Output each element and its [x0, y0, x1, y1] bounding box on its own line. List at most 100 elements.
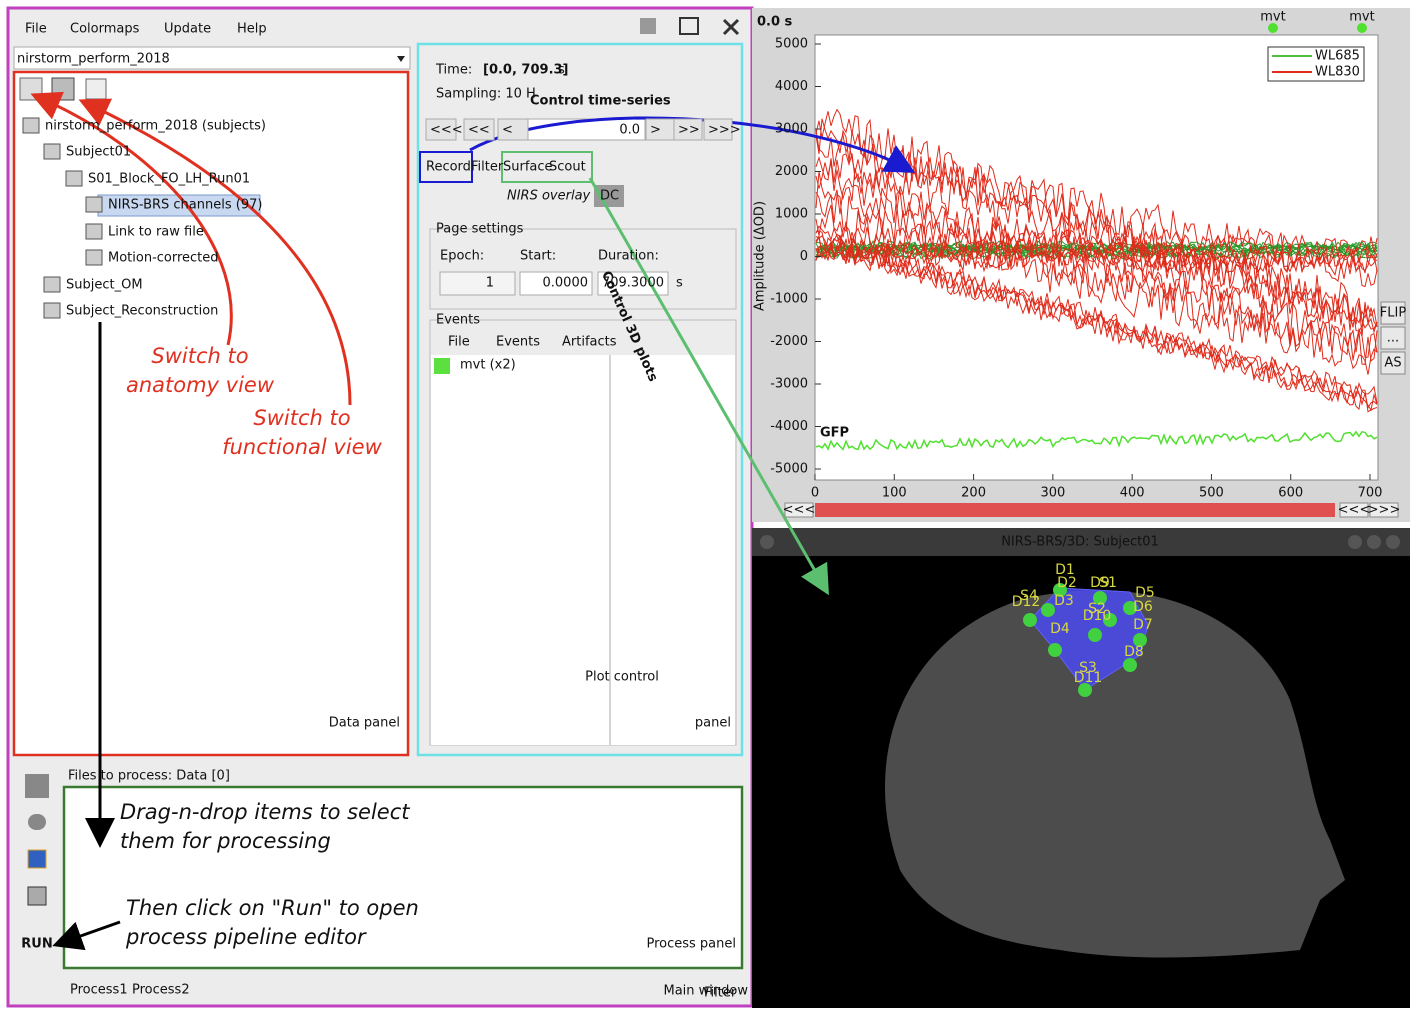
scroll-button-label[interactable]: <<<: [1338, 503, 1371, 518]
side-button[interactable]: [1380, 326, 1406, 350]
nav-button-label[interactable]: <: [502, 123, 513, 138]
y-tick-label: -3000: [770, 377, 808, 392]
tree-icon: [85, 196, 103, 213]
legend-entry: WL685: [1315, 49, 1360, 64]
tab[interactable]: Surface: [503, 160, 553, 175]
layout-button[interactable]: [679, 17, 699, 35]
protocol-dropdown[interactable]: [13, 46, 411, 70]
x-tick-label: 100: [882, 486, 907, 501]
tab[interactable]: Process2: [132, 983, 190, 998]
icon: [640, 18, 656, 34]
annotation: process pipeline editor: [125, 925, 367, 949]
event-label: mvt: [1260, 10, 1285, 25]
scrollbar[interactable]: [815, 503, 1335, 517]
y-tick-label: -1000: [770, 292, 808, 307]
dc-button[interactable]: [594, 185, 624, 207]
tree-item[interactable]: nirstorm_perform_2018 (subjects): [45, 119, 266, 134]
tab[interactable]: Process1: [70, 983, 128, 998]
trace: [815, 236, 1378, 269]
3d-tab-highlight: [501, 151, 593, 183]
window-button[interactable]: [1348, 535, 1362, 549]
button-label[interactable]: DC: [600, 189, 619, 204]
functional-view-button[interactable]: [51, 77, 75, 101]
process-icon[interactable]: [28, 814, 46, 830]
run-button[interactable]: RUN: [21, 937, 52, 952]
annotation: anatomy view: [126, 373, 275, 397]
tree-item[interactable]: Motion-corrected: [108, 251, 219, 266]
arrow: [588, 177, 829, 596]
optode-label: D10: [1083, 608, 1112, 624]
nav-button[interactable]: [703, 118, 733, 141]
label: Sampling: 10 H: [436, 87, 536, 102]
nav-button-label[interactable]: <<<: [430, 123, 463, 138]
optode-label: D11: [1074, 670, 1103, 686]
y-tick-label: 2000: [775, 164, 808, 179]
label: Filter: [704, 986, 737, 1001]
tree-item[interactable]: NIRS-BRS channels (97): [108, 198, 262, 213]
tree-item[interactable]: S01_Block_FO_LH_Run01: [88, 172, 250, 187]
tab[interactable]: Record: [426, 160, 471, 175]
side-button[interactable]: [1380, 301, 1406, 325]
optode: [1123, 658, 1137, 672]
menu-item[interactable]: File: [25, 22, 47, 37]
label: Files to process: Data [0]: [68, 769, 230, 784]
nav-button-label[interactable]: >: [650, 123, 661, 138]
nav-button-label[interactable]: <<: [468, 123, 490, 138]
tab[interactable]: Scout: [549, 160, 586, 175]
duration-field[interactable]: [597, 271, 669, 296]
annotation: functional view: [222, 435, 382, 459]
process-panel: [62, 785, 744, 970]
process-icon[interactable]: [27, 886, 47, 906]
window-button[interactable]: [1367, 535, 1381, 549]
y-tick-label: 3000: [775, 122, 808, 137]
optode: [1041, 603, 1055, 617]
start-field[interactable]: [519, 271, 593, 296]
tree-icon: [22, 117, 40, 134]
menu-item[interactable]: Update: [164, 22, 211, 37]
process-icon[interactable]: [25, 774, 49, 798]
epoch-field[interactable]: [439, 271, 516, 296]
trace: [815, 247, 1378, 258]
view-button[interactable]: [85, 78, 107, 100]
optode: [1088, 628, 1102, 642]
scroll-button[interactable]: [1339, 502, 1369, 518]
menu-item[interactable]: Colormaps: [70, 22, 140, 37]
scroll-button-label[interactable]: >>>: [1368, 503, 1401, 518]
tree-icon: [43, 143, 61, 160]
event-menu[interactable]: Artifacts: [562, 335, 617, 350]
close-button[interactable]: [722, 18, 740, 36]
menu-item[interactable]: Help: [237, 22, 267, 37]
tree-item[interactable]: Subject_OM: [66, 278, 143, 293]
nav-button[interactable]: [463, 118, 495, 141]
nav-button-label[interactable]: >>>: [708, 123, 741, 138]
x-tick-label: 700: [1358, 486, 1383, 501]
y-tick-label: 0: [800, 249, 808, 264]
tab[interactable]: Filter: [471, 160, 504, 175]
nav-button[interactable]: [673, 118, 703, 141]
nav-button[interactable]: [497, 118, 529, 141]
side-button[interactable]: [1380, 351, 1406, 375]
side-button-label[interactable]: FLIP: [1380, 306, 1407, 321]
side-button-label[interactable]: ...: [1387, 331, 1399, 346]
event-menu[interactable]: File: [448, 335, 470, 350]
window-button[interactable]: [1386, 535, 1400, 549]
optode-label: S3: [1079, 660, 1097, 676]
field-value: 709.3000: [602, 276, 664, 291]
event-item[interactable]: mvt (x2): [460, 358, 516, 373]
nav-button[interactable]: [425, 118, 457, 141]
tree-item[interactable]: Link to raw file: [108, 225, 204, 240]
scroll-button[interactable]: [1369, 502, 1399, 518]
tree-item[interactable]: Subject_Reconstruction: [66, 304, 218, 319]
scroll-button-label[interactable]: <<<: [783, 503, 816, 518]
annotation: Plot control: [585, 670, 659, 685]
window-button[interactable]: [760, 535, 774, 549]
tree-item[interactable]: Subject01: [66, 145, 131, 160]
event-menu[interactable]: Events: [496, 335, 540, 350]
scroll-button[interactable]: [784, 502, 814, 518]
field-value: 1: [486, 276, 494, 291]
nav-button-label[interactable]: >>: [678, 123, 700, 138]
process-icon[interactable]: [27, 849, 47, 869]
side-button-label[interactable]: AS: [1384, 356, 1401, 371]
